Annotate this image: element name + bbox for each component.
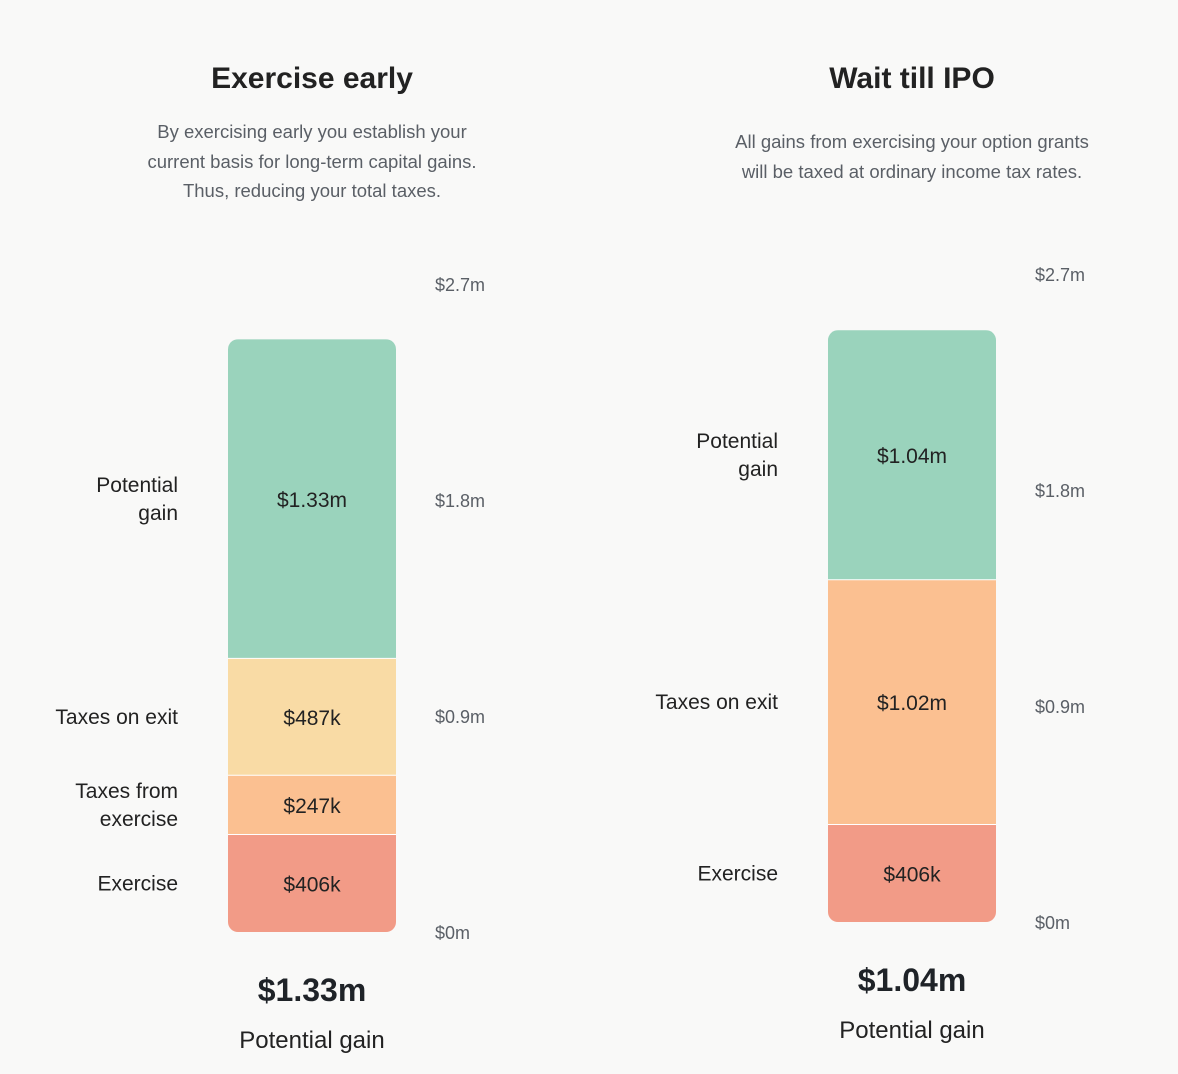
bar-stack (228, 339, 396, 932)
potential-gain-total-label: Potential gain (839, 1017, 985, 1044)
stacked-bar-chart: $0m $0.9m $1.8m $2.7m $406k Exercise $1.02m Tax… (655, 265, 1085, 933)
exercise-early-panel: Exercise early By exercising early you e… (55, 62, 512, 1054)
segment-value-label: $487k (283, 707, 341, 730)
description-line: Thus, reducing your total taxes. (182, 180, 442, 201)
chart-description: All gains from exercising your option gr… (702, 127, 1122, 186)
segment-value-label: $1.02m (877, 692, 947, 715)
potential-gain-total-label: Potential gain (239, 1027, 385, 1054)
segment-value-label: $406k (883, 863, 941, 886)
category-label-line: Exercise (697, 862, 778, 885)
y-tick-label: $0.9m (435, 707, 485, 727)
bar-segment-potential-gain (828, 330, 996, 580)
y-tick-label: $1.8m (1035, 481, 1085, 501)
potential-gain-total: $1.33m (257, 972, 367, 1008)
stacked-bar-chart: $0m $0.9m $1.8m $2.7m $406k Exercise $247k Taxe… (55, 275, 485, 943)
description-line: current basis for long-term capital gain… (147, 150, 477, 172)
segment-category-label: Taxes from exercise (75, 780, 178, 831)
y-tick-label: $1.8m (435, 491, 485, 511)
description-line: By exercising early you establish your (157, 121, 467, 142)
category-label-line: exercise (100, 808, 178, 831)
y-tick-label: $0.9m (1035, 697, 1085, 717)
segment-value-label: $1.04m (877, 445, 947, 468)
segment-value-label: $1.33m (277, 489, 347, 512)
bar-segment-taxes-on-exit (228, 658, 396, 776)
bar-segment-exercise (828, 824, 996, 922)
description-line: All gains from exercising your option gr… (735, 131, 1089, 152)
bar-stack (828, 330, 996, 922)
bar-segment-potential-gain (228, 339, 396, 659)
y-tick-label: $2.7m (1035, 265, 1085, 285)
y-tick-label: $2.7m (435, 275, 485, 295)
chart-title: Wait till IPO (829, 62, 995, 95)
chart-title: Exercise early (211, 62, 413, 95)
description-line: will be taxed at ordinary income tax rat… (741, 160, 1083, 182)
category-label-line: Taxes on exit (55, 706, 178, 729)
segment-category-label: Taxes on exit (655, 691, 778, 714)
bar-segment-taxes-on-exit (828, 579, 996, 825)
segment-category-label: Potential gain (96, 474, 178, 525)
y-tick-label: $0m (1035, 913, 1070, 933)
segment-value-label: $247k (283, 795, 341, 818)
y-tick-label: $0m (435, 923, 470, 943)
chart-description: By exercising early you establish your c… (112, 117, 512, 206)
category-label-line: Exercise (97, 872, 178, 895)
category-label-line: Potential (96, 474, 178, 497)
segment-category-label: Exercise (97, 872, 178, 895)
potential-gain-total: $1.04m (857, 962, 967, 998)
segment-category-label: Taxes on exit (55, 706, 178, 729)
bar-segment-taxes-from-exercise (228, 775, 396, 835)
category-label-line: Taxes from (75, 780, 178, 803)
wait-till-ipo-panel: Wait till IPO All gains from exercising … (589, 0, 1178, 1074)
category-label-line: Taxes on exit (655, 691, 778, 714)
category-label-line: gain (138, 502, 178, 525)
segment-category-label: Exercise (697, 862, 778, 885)
segment-category-label: Potential gain (696, 430, 778, 481)
category-label-line: gain (738, 458, 778, 481)
segment-value-label: $406k (283, 873, 341, 896)
bar-segment-exercise (228, 834, 396, 932)
category-label-line: Potential (696, 430, 778, 453)
